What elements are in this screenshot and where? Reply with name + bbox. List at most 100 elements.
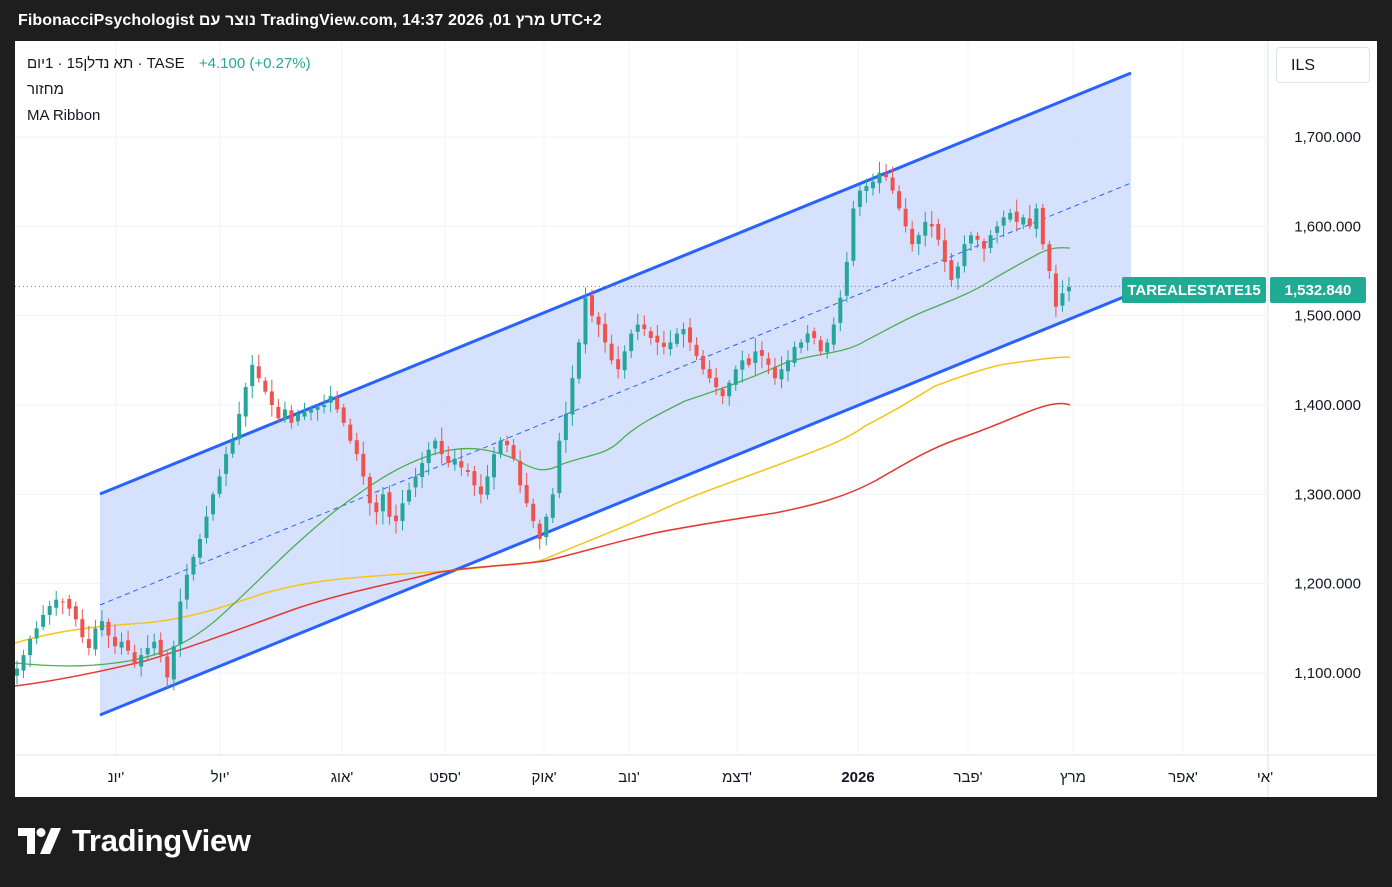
candle bbox=[498, 437, 503, 459]
candle-body bbox=[753, 351, 758, 363]
x-tick-label: אוק' bbox=[531, 769, 556, 786]
candle bbox=[289, 405, 294, 429]
candle-body bbox=[609, 343, 614, 361]
legend-volume[interactable]: מחזור bbox=[27, 81, 64, 98]
candle bbox=[733, 365, 738, 391]
candle bbox=[1021, 214, 1026, 230]
candle-body bbox=[903, 208, 908, 227]
candle-body bbox=[923, 221, 928, 236]
candle-body bbox=[570, 378, 575, 415]
candle bbox=[936, 218, 941, 246]
candle-body bbox=[772, 367, 777, 379]
candle-body bbox=[54, 599, 59, 608]
candle-body bbox=[583, 297, 588, 345]
candle-body bbox=[1067, 287, 1071, 292]
candle bbox=[590, 289, 595, 323]
chart-canvas[interactable]: 1,100.000 1,200.000 1,300.000 1,400.000 1,50… bbox=[15, 41, 1377, 797]
candle bbox=[126, 630, 131, 655]
candle bbox=[165, 651, 170, 689]
candle bbox=[616, 346, 621, 379]
y-tick-label: 1,600.000 bbox=[1294, 218, 1361, 235]
candle bbox=[446, 446, 451, 468]
candle-body bbox=[910, 228, 915, 245]
candle-body bbox=[15, 668, 19, 676]
candle-body bbox=[282, 409, 287, 420]
candle bbox=[439, 427, 444, 464]
ma-ribbon-lines bbox=[15, 247, 1071, 687]
candle bbox=[178, 588, 183, 657]
candle bbox=[152, 633, 157, 656]
candle-body bbox=[825, 342, 830, 353]
parallel-channel[interactable] bbox=[99, 71, 1132, 717]
candle bbox=[243, 382, 248, 427]
currency-selector[interactable]: ILS bbox=[1276, 47, 1370, 83]
candle-body bbox=[897, 191, 902, 209]
candle bbox=[132, 644, 137, 668]
candle-body bbox=[126, 640, 131, 651]
brand-logo: TradingView bbox=[18, 823, 251, 859]
axes[interactable]: 1,100.000 1,200.000 1,300.000 1,400.000 1,50… bbox=[15, 41, 1377, 797]
legend-ma-ribbon[interactable]: MA Ribbon bbox=[27, 107, 101, 124]
candle bbox=[929, 211, 934, 238]
candle bbox=[420, 452, 425, 489]
candle bbox=[884, 163, 889, 181]
candlestick-series bbox=[15, 161, 1071, 691]
candle-body bbox=[211, 494, 216, 515]
candle-body bbox=[590, 295, 595, 316]
candle-body bbox=[256, 366, 261, 379]
candle bbox=[923, 211, 928, 247]
candle bbox=[995, 221, 1000, 244]
tradingview-logo-icon bbox=[18, 828, 61, 854]
candle bbox=[668, 330, 673, 356]
candle-body bbox=[668, 342, 673, 350]
candle bbox=[380, 486, 385, 525]
candle-body bbox=[459, 461, 464, 468]
candle bbox=[387, 485, 392, 525]
y-tick-label: 1,100.000 bbox=[1294, 665, 1361, 682]
candle bbox=[779, 356, 784, 389]
candle-body bbox=[1040, 207, 1045, 245]
candle bbox=[309, 405, 314, 421]
candle bbox=[968, 231, 973, 251]
candle-body bbox=[1021, 217, 1026, 225]
candle-body bbox=[452, 458, 457, 465]
candle-body bbox=[661, 342, 666, 347]
candle bbox=[962, 235, 967, 273]
chart-panel[interactable]: 1,100.000 1,200.000 1,300.000 1,400.000 1,50… bbox=[15, 41, 1377, 797]
candle-body bbox=[315, 406, 320, 410]
candle bbox=[942, 227, 947, 273]
candle bbox=[21, 649, 26, 679]
candle-body bbox=[335, 397, 340, 410]
candle-body bbox=[217, 476, 222, 494]
candle-body bbox=[576, 342, 581, 379]
candle bbox=[1040, 203, 1045, 250]
candle-body bbox=[86, 639, 91, 648]
candle bbox=[949, 252, 954, 287]
candle bbox=[191, 553, 196, 581]
candle bbox=[465, 463, 470, 477]
candle bbox=[426, 442, 431, 476]
candle bbox=[531, 498, 536, 528]
candle bbox=[674, 328, 679, 348]
candle-body bbox=[295, 413, 300, 422]
legend-symbol[interactable]: תא נדלן15 · 1יום · TASE +4.100 (+0.27%) bbox=[27, 55, 311, 72]
candle-body bbox=[439, 440, 444, 455]
candle-body bbox=[870, 181, 875, 189]
candle-body bbox=[720, 389, 725, 397]
candle-body bbox=[916, 235, 921, 244]
candle-body bbox=[491, 454, 496, 478]
candle bbox=[106, 618, 111, 649]
candle bbox=[433, 437, 438, 456]
x-tick-label: מרץ bbox=[1060, 769, 1086, 786]
candle bbox=[544, 513, 549, 546]
candle-body bbox=[171, 646, 176, 680]
last-price-label: 1,532.840 bbox=[1285, 282, 1352, 299]
candle-body bbox=[688, 327, 693, 343]
candle bbox=[54, 591, 59, 616]
candle-body bbox=[988, 235, 993, 249]
price-label: TAREALESTATE15 1,532.840 bbox=[1122, 277, 1366, 303]
candle bbox=[354, 432, 359, 461]
candle-body bbox=[537, 523, 542, 539]
candle bbox=[1014, 199, 1019, 232]
candle bbox=[707, 360, 712, 384]
